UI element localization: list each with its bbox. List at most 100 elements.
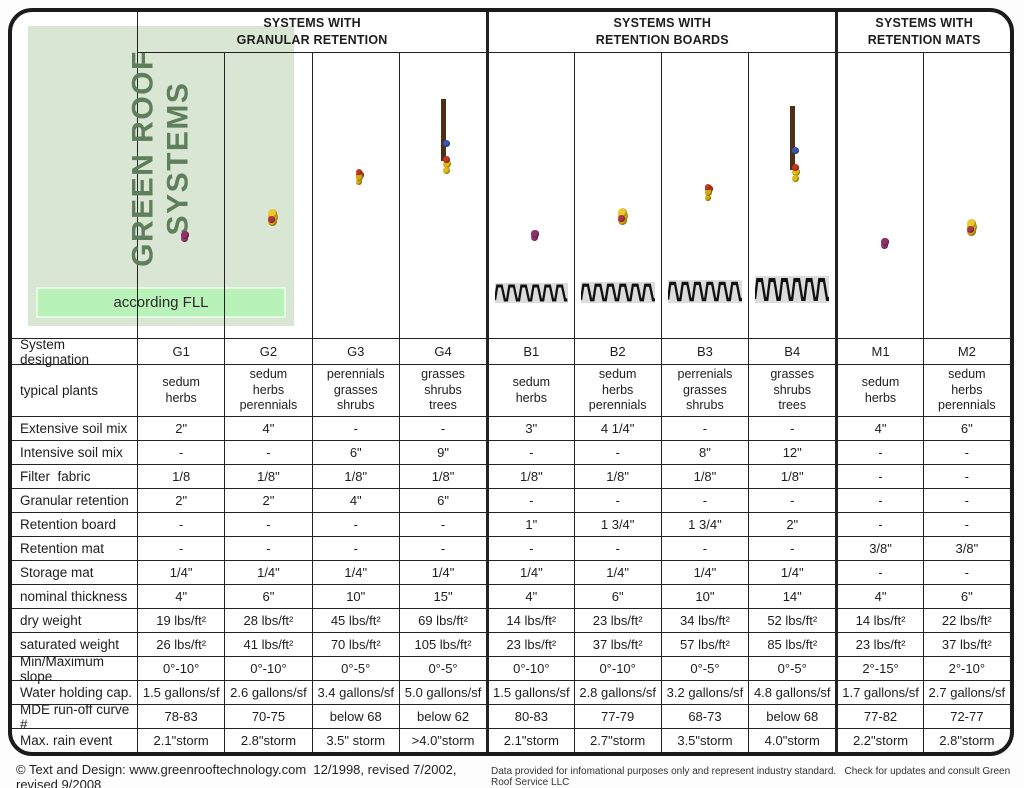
table-cell: 1/4" xyxy=(224,560,312,584)
system-illustration-B4 xyxy=(748,52,836,338)
table-cell: - xyxy=(922,464,1010,488)
table-cell: - xyxy=(573,440,661,464)
table-cell: - xyxy=(835,464,923,488)
table-cell: B2 xyxy=(573,338,661,364)
table-cell: 4.8 gallons/sf xyxy=(748,680,836,704)
table-cell: - xyxy=(224,536,312,560)
table-cell: - xyxy=(660,488,749,512)
spec-table: GREEN ROOF SYSTEMS according FLL SYSTEMS… xyxy=(8,8,1014,756)
table-cell: - xyxy=(573,536,661,560)
flower-icon xyxy=(443,155,451,163)
table-cell: - xyxy=(922,560,1010,584)
table-cell: G2 xyxy=(224,338,312,364)
row-label: Retention board xyxy=(12,512,137,536)
table-cell: 1/8" xyxy=(311,464,399,488)
title-line-2: SYSTEMS xyxy=(161,81,194,236)
table-cell: 0°-10° xyxy=(573,656,661,680)
table-cell: - xyxy=(398,416,487,440)
table-cell: 1.5 gallons/sf xyxy=(486,680,574,704)
table-cell: - xyxy=(486,488,574,512)
table-cell: - xyxy=(398,512,487,536)
table-cell: 0°-5° xyxy=(748,656,836,680)
table-cell: - xyxy=(137,536,225,560)
system-illustration-G3 xyxy=(311,52,399,338)
row-label: Granular retention xyxy=(12,488,137,512)
table-cell: 0°-10° xyxy=(224,656,312,680)
table-cell: 3.4 gallons/sf xyxy=(311,680,399,704)
flower-icon xyxy=(355,169,362,176)
retention-board-layer xyxy=(755,276,830,303)
table-cell: 8" xyxy=(660,440,749,464)
system-illustration-B3 xyxy=(660,52,749,338)
table-cell: sedum herbs xyxy=(486,364,574,416)
table-cell: 78-83 xyxy=(137,704,225,728)
table-cell: below 62 xyxy=(398,704,487,728)
table-cell: 37 lbs/ft² xyxy=(573,632,661,656)
row-label: Filter fabric xyxy=(12,464,137,488)
table-cell: - xyxy=(922,512,1010,536)
table-cell: 2.6 gallons/sf xyxy=(224,680,312,704)
row-label: Storage mat xyxy=(12,560,137,584)
table-cell: 1/4" xyxy=(398,560,487,584)
table-cell: 41 lbs/ft² xyxy=(224,632,312,656)
flower-icon xyxy=(268,208,278,218)
table-cell: 77-79 xyxy=(573,704,661,728)
flower-icon xyxy=(704,194,711,201)
table-cell: 1 3/4" xyxy=(573,512,661,536)
table-cell: 69 lbs/ft² xyxy=(398,608,487,632)
retention-board-layer xyxy=(495,283,568,303)
table-cell: - xyxy=(922,440,1010,464)
table-cell: 1/4" xyxy=(486,560,574,584)
table-cell: 37 lbs/ft² xyxy=(922,632,1010,656)
board-profile-icon xyxy=(667,281,743,302)
retention-board-layer xyxy=(580,282,655,303)
flower-icon xyxy=(880,238,889,246)
row-label: nominal thickness xyxy=(12,584,137,608)
table-cell: 72-77 xyxy=(922,704,1010,728)
group-header: SYSTEMS WITH RETENTION MATS xyxy=(835,12,1010,52)
table-cell: 1 3/4" xyxy=(660,512,749,536)
table-cell: 34 lbs/ft² xyxy=(660,608,749,632)
table-cell: 10" xyxy=(311,584,399,608)
table-cell: 1/8" xyxy=(573,464,661,488)
table-cell: - xyxy=(660,536,749,560)
table-cell: 3.5"storm xyxy=(660,728,749,752)
board-profile-icon xyxy=(495,284,568,302)
tree-trunk xyxy=(441,99,447,161)
table-cell: 1" xyxy=(486,512,574,536)
table-cell: 5.0 gallons/sf xyxy=(398,680,487,704)
table-cell: 23 lbs/ft² xyxy=(835,632,923,656)
table-cell: - xyxy=(835,512,923,536)
table-cell: B1 xyxy=(486,338,574,364)
table-cell: 9" xyxy=(398,440,487,464)
table-cell: 2" xyxy=(224,488,312,512)
row-label: Water holding cap. xyxy=(12,680,137,704)
table-cell: - xyxy=(311,416,399,440)
table-cell: 3" xyxy=(486,416,574,440)
flower-icon xyxy=(792,168,801,177)
table-cell: - xyxy=(835,488,923,512)
footer: © Text and Design: www.greenrooftechnolo… xyxy=(16,762,1016,788)
table-cell: 2.7 gallons/sf xyxy=(922,680,1010,704)
table-cell: sedum herbs xyxy=(835,364,923,416)
table-cell: 22 lbs/ft² xyxy=(922,608,1010,632)
table-cell: 45 lbs/ft² xyxy=(311,608,399,632)
table-cell: 2.1"storm xyxy=(137,728,225,752)
row-label: System designation xyxy=(12,337,137,367)
table-cell: - xyxy=(486,536,574,560)
table-cell: 28 lbs/ft² xyxy=(224,608,312,632)
flower-icon xyxy=(355,174,363,182)
flower-icon xyxy=(355,179,362,186)
table-cell: B3 xyxy=(660,338,749,364)
table-cell: 105 lbs/ft² xyxy=(398,632,487,656)
table-cell: 70 lbs/ft² xyxy=(311,632,399,656)
table-cell: 2°-10° xyxy=(922,656,1010,680)
table-cell: - xyxy=(398,536,487,560)
table-cell: 4 1/4" xyxy=(573,416,661,440)
table-cell: - xyxy=(137,512,225,536)
table-cell: 23 lbs/ft² xyxy=(486,632,574,656)
table-cell: 2°-15° xyxy=(835,656,923,680)
table-cell: - xyxy=(835,560,923,584)
tree-trunk xyxy=(790,106,796,170)
title-box: GREEN ROOF SYSTEMS according FLL xyxy=(28,26,294,326)
